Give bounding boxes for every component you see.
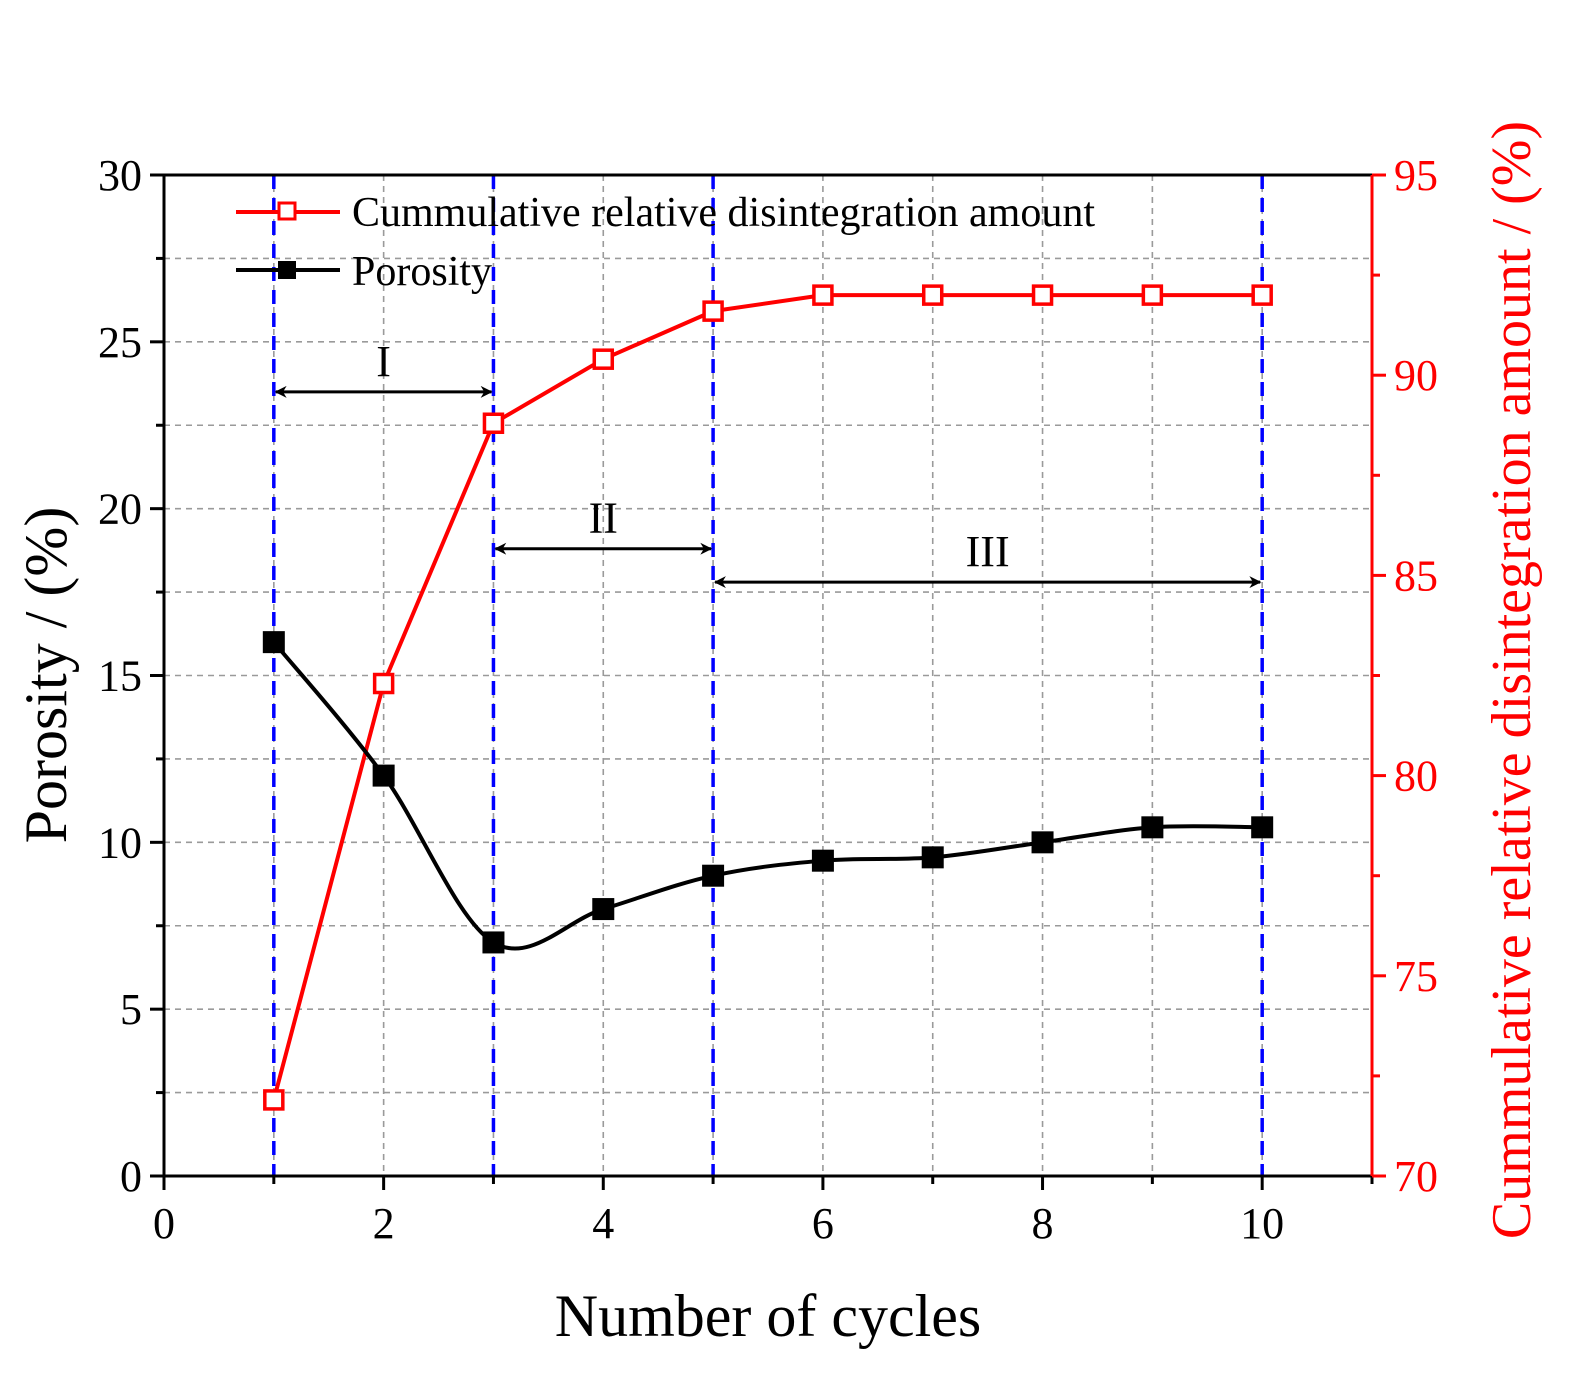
x-tick-label: 8	[1032, 1199, 1054, 1248]
data-point-disintegration	[482, 412, 505, 434]
stage-label: II	[589, 494, 618, 543]
data-point-disintegration	[921, 284, 944, 306]
stage-divider-lines	[272, 175, 1264, 1176]
data-point-disintegration	[592, 348, 615, 370]
data-point-porosity	[1141, 816, 1164, 839]
data-point-disintegration	[1251, 284, 1273, 306]
series-line-1	[272, 640, 1263, 951]
data-point-porosity	[372, 764, 395, 787]
x-tick-label: 6	[812, 1199, 834, 1248]
data-point-porosity	[921, 846, 944, 869]
data-point-porosity	[262, 631, 285, 654]
y-left-tick-label: 5	[120, 985, 142, 1034]
y-right-tick-label: 75	[1394, 952, 1438, 1001]
data-point-porosity	[702, 864, 725, 887]
y-left-tick-label: 10	[98, 818, 142, 867]
x-tick-label: 4	[592, 1199, 614, 1248]
y-axis-left-label: Porosity / (%)	[13, 507, 79, 844]
data-point-disintegration	[1141, 284, 1164, 306]
legend: Cummulative relative disintegration amou…	[236, 190, 1095, 295]
y-axis-right-label: Cummulative relative disintegration amou…	[1481, 121, 1543, 1239]
data-point-disintegration	[372, 672, 395, 695]
legend-label-porosity: Porosity	[352, 249, 492, 295]
y-right-tick-label: 95	[1394, 151, 1438, 200]
data-point-disintegration	[812, 284, 834, 306]
data-point-disintegration	[1031, 284, 1054, 306]
stage-label: I	[376, 337, 391, 386]
legend-label-disintegration: Cummulative relative disintegration amou…	[352, 190, 1095, 236]
data-point-disintegration	[702, 300, 724, 322]
x-axis-label: Number of cycles	[555, 1283, 982, 1349]
series-line-0	[271, 293, 1263, 1101]
data-point-porosity	[811, 849, 834, 872]
legend-marker-porosity	[278, 261, 296, 279]
x-tick-label: 2	[373, 1199, 395, 1248]
y-right-tick-label: 85	[1394, 551, 1438, 600]
data-point-disintegration	[263, 1089, 285, 1111]
y-left-tick-label: 30	[98, 151, 142, 200]
y-right-tick-label: 70	[1394, 1152, 1438, 1201]
y-left-tick-label: 20	[98, 485, 142, 534]
axes: 0 2 4 6 8 10 0 5 10 15 20 25 30 70 75 80 85 90 95	[98, 151, 1438, 1248]
y-right-tick-label: 80	[1394, 752, 1438, 801]
x-tick-label: 10	[1240, 1199, 1284, 1248]
stage-label: III	[966, 527, 1010, 576]
y-left-tick-label: 0	[120, 1152, 142, 1201]
data-point-porosity	[1031, 831, 1054, 854]
data-point-porosity	[482, 931, 505, 954]
x-tick-label: 0	[153, 1199, 175, 1248]
legend-marker-disintegration	[277, 201, 297, 221]
y-left-tick-label: 15	[98, 652, 142, 701]
y-right-tick-label: 90	[1394, 351, 1438, 400]
y-left-tick-label: 25	[98, 318, 142, 367]
data-point-porosity	[1251, 816, 1274, 839]
data-point-porosity	[592, 898, 615, 921]
grid	[164, 175, 1372, 1176]
series	[262, 284, 1274, 1111]
